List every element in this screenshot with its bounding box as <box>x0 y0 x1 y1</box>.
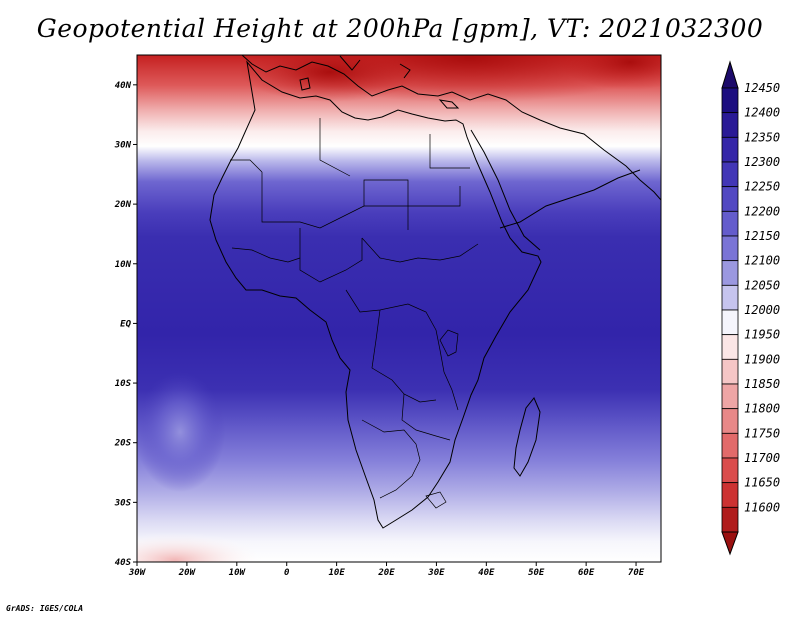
lat-tick-label: 10N <box>115 260 132 270</box>
latitude-ticks: 40N 30N 20N 10N EQ 10S 20S 30S 40S <box>114 81 137 568</box>
colorbar-label: 12350 <box>744 130 780 144</box>
colorbar-swatch <box>721 260 739 286</box>
colorbar-label: 12450 <box>744 81 780 95</box>
lat-tick-label: 20S <box>114 439 132 449</box>
lon-tick-label: 0 <box>284 568 290 578</box>
grads-credit: GrADS: IGES/COLA <box>6 604 84 613</box>
colorbar-swatch <box>721 284 739 311</box>
lat-tick-label: 30S <box>114 498 132 508</box>
colorbar-label: 11650 <box>744 476 780 490</box>
colorbar-swatch <box>721 506 739 533</box>
colorbar-label: 11800 <box>744 402 780 416</box>
colorbar-swatch <box>721 457 739 484</box>
lat-tick-label: 40N <box>115 81 132 91</box>
lat-tick-label: EQ <box>120 319 131 329</box>
colorbar-label: 11700 <box>744 451 780 465</box>
lon-tick-label: 30W <box>128 568 147 578</box>
colorbar-bottom-arrow <box>721 531 739 556</box>
colorbar-label: 12150 <box>744 229 780 243</box>
colorbar-swatch <box>721 112 739 138</box>
colorbar-swatch <box>721 358 739 385</box>
lat-tick-label: 10S <box>115 379 132 389</box>
colorbar-swatch <box>721 235 739 262</box>
longitude-ticks: 30W 20W 10W 0 10E 20E 30E 40E 50E 60E 70E <box>128 562 645 578</box>
height-field <box>137 55 661 562</box>
colorbar-label: 11600 <box>744 500 780 514</box>
colorbar-swatch <box>721 161 739 188</box>
colorbar-label: 11850 <box>744 377 780 391</box>
colorbar-label: 11950 <box>744 328 780 342</box>
lat-tick-label: 30N <box>114 140 132 150</box>
colorbar-label: 11900 <box>744 352 780 366</box>
colorbar-label: 12400 <box>744 106 780 120</box>
lon-tick-label: 10W <box>229 568 247 578</box>
lon-tick-label: 20E <box>377 568 395 578</box>
lat-tick-label: 20N <box>114 200 132 210</box>
colorbar-swatch <box>721 334 739 360</box>
lat-tick-label: 40S <box>115 558 132 568</box>
country-borders <box>230 118 479 509</box>
colorbar-label: 12250 <box>744 180 780 194</box>
map-title: Geopotential Height at 200hPa [gpm], VT:… <box>36 14 764 43</box>
colorbar-swatch <box>721 136 739 163</box>
lon-tick-label: 60E <box>578 568 595 578</box>
lon-tick-label: 30E <box>427 568 445 578</box>
colorbar-swatch <box>721 408 739 434</box>
colorbar-top-arrow <box>721 60 739 89</box>
colorbar-label: 12300 <box>744 155 780 169</box>
colorbar-label: 12000 <box>744 303 780 317</box>
lon-tick-label: 50E <box>528 568 545 578</box>
colorbar-swatch <box>721 87 739 114</box>
colorbar-label: 11750 <box>744 426 780 440</box>
colorbar-label: 12200 <box>744 204 780 218</box>
lon-tick-label: 10E <box>328 568 345 578</box>
colorbar-swatch <box>721 482 739 508</box>
colorbar-label: 12050 <box>744 278 780 292</box>
map-frame <box>136 54 662 563</box>
coastlines <box>209 55 661 529</box>
colorbar-swatch <box>721 186 739 212</box>
colorbar-label: 12100 <box>744 254 780 268</box>
lon-tick-label: 20W <box>178 568 197 578</box>
colorbar-swatch <box>721 210 739 237</box>
lon-tick-label: 40E <box>478 568 495 578</box>
lon-tick-label: 70E <box>628 568 645 578</box>
colorbar-swatch <box>721 309 739 336</box>
colorbar-swatch <box>721 383 739 410</box>
colorbar: 12450 12400 12350 12300 12250 12200 12150 12100… <box>721 60 780 556</box>
colorbar-swatch <box>721 432 739 459</box>
